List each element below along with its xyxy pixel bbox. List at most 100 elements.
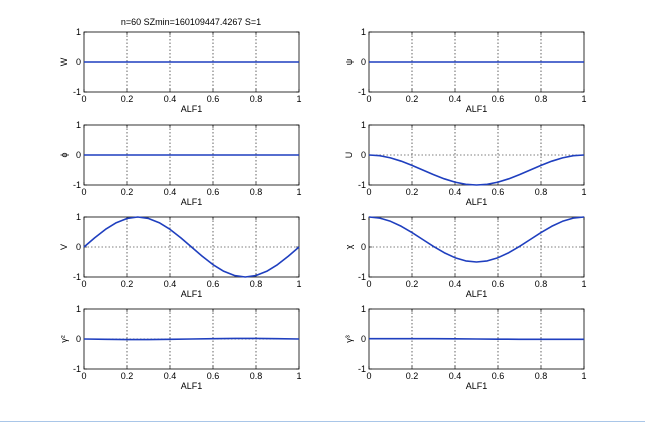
x-tick-label: 0 — [366, 187, 371, 197]
y-tick-label: 1 — [361, 212, 366, 222]
y-axis-label: χ — [344, 244, 354, 249]
y-axis-label: V — [59, 244, 69, 250]
series-line — [368, 216, 585, 263]
x-tick-label: 0.8 — [535, 279, 548, 289]
y-tick-label: -1 — [73, 364, 81, 374]
x-tick-label: 0.6 — [207, 94, 220, 104]
y-tick-label: 1 — [361, 304, 366, 314]
y-tick-label: -1 — [73, 272, 81, 282]
x-axis-label: ALF1 — [466, 381, 488, 391]
x-axis-label: ALF1 — [466, 104, 488, 114]
x-tick-label: 0.8 — [250, 187, 263, 197]
x-tick-label: 0.4 — [164, 94, 177, 104]
y-tick-label: -1 — [358, 87, 366, 97]
x-tick-label: 0.8 — [250, 371, 263, 381]
series-line — [83, 216, 300, 278]
x-tick-label: 0 — [366, 94, 371, 104]
y-tick-label: 0 — [76, 150, 81, 160]
y-tick-label: 1 — [76, 212, 81, 222]
x-tick-label: 0.2 — [121, 279, 134, 289]
x-axis-label: ALF1 — [181, 197, 203, 207]
x-tick-label: 0.2 — [406, 371, 419, 381]
x-tick-label: 1 — [581, 94, 586, 104]
x-tick-label: 1 — [296, 371, 301, 381]
x-tick-label: 0 — [366, 279, 371, 289]
y-tick-label: 1 — [361, 120, 366, 130]
x-tick-label: 0.6 — [492, 187, 505, 197]
x-tick-label: 0.8 — [535, 187, 548, 197]
x-axis-label: ALF1 — [466, 197, 488, 207]
y-tick-label: 0 — [361, 334, 366, 344]
series-line — [368, 154, 585, 186]
x-tick-label: 0.2 — [121, 94, 134, 104]
y-axis-label: γ² — [59, 335, 69, 343]
y-tick-label: 0 — [76, 242, 81, 252]
x-axis-label: ALF1 — [181, 104, 203, 114]
y-tick-label: -1 — [358, 180, 366, 190]
x-tick-label: 0.6 — [207, 371, 220, 381]
x-tick-label: 1 — [296, 187, 301, 197]
x-tick-label: 0.2 — [406, 279, 419, 289]
x-tick-label: 0.4 — [449, 371, 462, 381]
figure-title: n=60 SZmin=160109447.4267 S=1 — [121, 17, 261, 27]
y-tick-label: -1 — [73, 180, 81, 190]
x-tick-label: 0.2 — [406, 94, 419, 104]
y-axis-label: U — [344, 152, 354, 159]
x-tick-label: 0 — [81, 371, 86, 381]
x-tick-label: 0.2 — [121, 371, 134, 381]
x-tick-label: 0.2 — [406, 187, 419, 197]
y-tick-label: -1 — [358, 272, 366, 282]
x-tick-label: 1 — [296, 94, 301, 104]
x-tick-label: 0 — [81, 279, 86, 289]
y-axis-label: W — [59, 57, 69, 66]
x-tick-label: 0.8 — [250, 279, 263, 289]
x-tick-label: 0.6 — [492, 371, 505, 381]
y-axis-label: ψ — [344, 59, 354, 65]
x-tick-label: 1 — [581, 187, 586, 197]
y-axis-label: γ³ — [344, 335, 354, 343]
y-tick-label: 0 — [361, 242, 366, 252]
y-tick-label: 1 — [76, 304, 81, 314]
y-tick-label: 1 — [76, 120, 81, 130]
x-tick-label: 0.6 — [492, 279, 505, 289]
x-tick-label: 0.8 — [535, 371, 548, 381]
y-tick-label: 0 — [76, 334, 81, 344]
x-tick-label: 0.2 — [121, 187, 134, 197]
x-tick-label: 0 — [81, 94, 86, 104]
x-tick-label: 1 — [581, 279, 586, 289]
x-tick-label: 0.6 — [207, 187, 220, 197]
x-tick-label: 1 — [296, 279, 301, 289]
x-tick-label: 0.4 — [449, 279, 462, 289]
y-tick-label: 1 — [76, 27, 81, 37]
x-tick-label: 0.4 — [449, 187, 462, 197]
x-axis-label: ALF1 — [181, 289, 203, 299]
x-tick-label: 0.6 — [207, 279, 220, 289]
x-tick-label: 1 — [581, 371, 586, 381]
x-tick-label: 0 — [366, 371, 371, 381]
y-tick-label: 0 — [76, 57, 81, 67]
x-axis-label: ALF1 — [466, 289, 488, 299]
x-tick-label: 0.4 — [164, 371, 177, 381]
x-tick-label: 0.8 — [535, 94, 548, 104]
x-tick-label: 0.4 — [164, 187, 177, 197]
x-tick-label: 0.8 — [250, 94, 263, 104]
y-tick-label: -1 — [358, 364, 366, 374]
y-tick-label: 1 — [361, 27, 366, 37]
x-tick-label: 0.4 — [164, 279, 177, 289]
x-tick-label: 0 — [81, 187, 86, 197]
y-tick-label: -1 — [73, 87, 81, 97]
y-tick-label: 0 — [361, 57, 366, 67]
series-line — [83, 337, 300, 341]
y-axis-label: ϕ — [59, 152, 69, 157]
x-tick-label: 0.4 — [449, 94, 462, 104]
